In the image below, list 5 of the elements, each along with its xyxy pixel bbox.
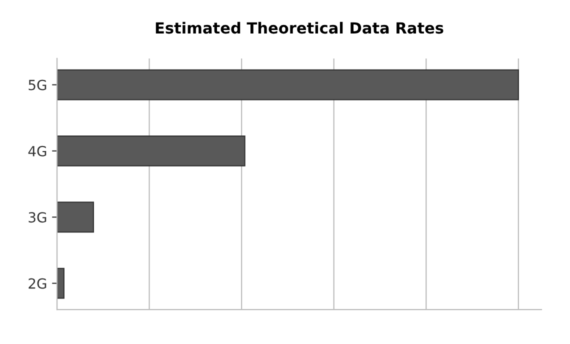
chart-title: Estimated Theoretical Data Rates (156, 22, 444, 34)
y-tick-label: 4G (28, 146, 46, 156)
y-tick-label: 3G (28, 212, 46, 223)
y-tick-label: 2G (28, 278, 46, 289)
y-tick-label: 5G (28, 80, 46, 90)
